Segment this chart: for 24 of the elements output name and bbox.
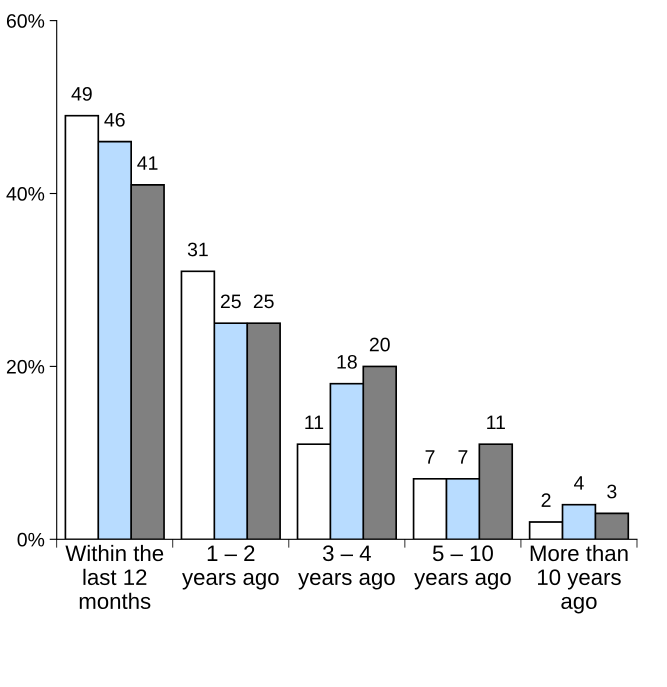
data-label: 25 <box>220 294 241 308</box>
data-label: 41 <box>137 156 158 170</box>
y-tick-label: 40% <box>6 186 44 201</box>
y-tick-label: 60% <box>6 14 44 28</box>
x-tick-label: More than 10 years ago <box>530 544 628 614</box>
data-label: 49 <box>71 86 92 101</box>
data-label: 4 <box>574 476 584 490</box>
data-label: 20 <box>370 338 390 352</box>
data-label: 7 <box>458 450 468 464</box>
data-label: 3 <box>607 484 616 498</box>
data-label: 11 <box>487 416 505 430</box>
y-tick-label: 20% <box>6 360 44 374</box>
data-label: 2 <box>542 493 551 507</box>
x-tick-label: 5 – 10 years ago <box>414 545 511 590</box>
y-tick-label: 0% <box>18 532 44 547</box>
data-label: 18 <box>338 354 357 369</box>
data-label: 46 <box>104 112 125 127</box>
x-tick-label: 1 – 2 years ago <box>182 545 279 590</box>
x-tick-label: 3 – 4 years ago <box>298 545 395 590</box>
data-label: 11 <box>305 416 324 430</box>
data-label: 25 <box>254 294 274 308</box>
data-label: 7 <box>426 450 434 464</box>
x-tick-label: Within the last 12 months <box>65 544 164 610</box>
data-label: 31 <box>188 242 208 256</box>
